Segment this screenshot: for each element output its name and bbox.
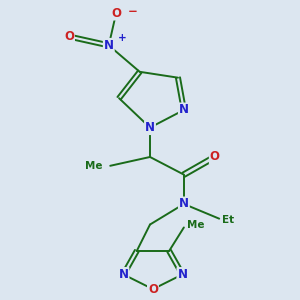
Text: O: O	[148, 283, 158, 296]
Text: −: −	[128, 5, 137, 18]
Text: O: O	[64, 30, 74, 43]
Text: O: O	[210, 151, 220, 164]
Text: Me: Me	[85, 161, 103, 171]
Text: Et: Et	[222, 215, 234, 225]
Text: O: O	[111, 7, 121, 20]
Text: Me: Me	[187, 220, 204, 230]
Text: N: N	[145, 121, 155, 134]
Text: N: N	[179, 103, 189, 116]
Text: N: N	[104, 39, 114, 52]
Text: N: N	[177, 268, 188, 281]
Text: +: +	[118, 33, 126, 43]
Text: N: N	[118, 268, 128, 281]
Text: N: N	[179, 197, 189, 211]
